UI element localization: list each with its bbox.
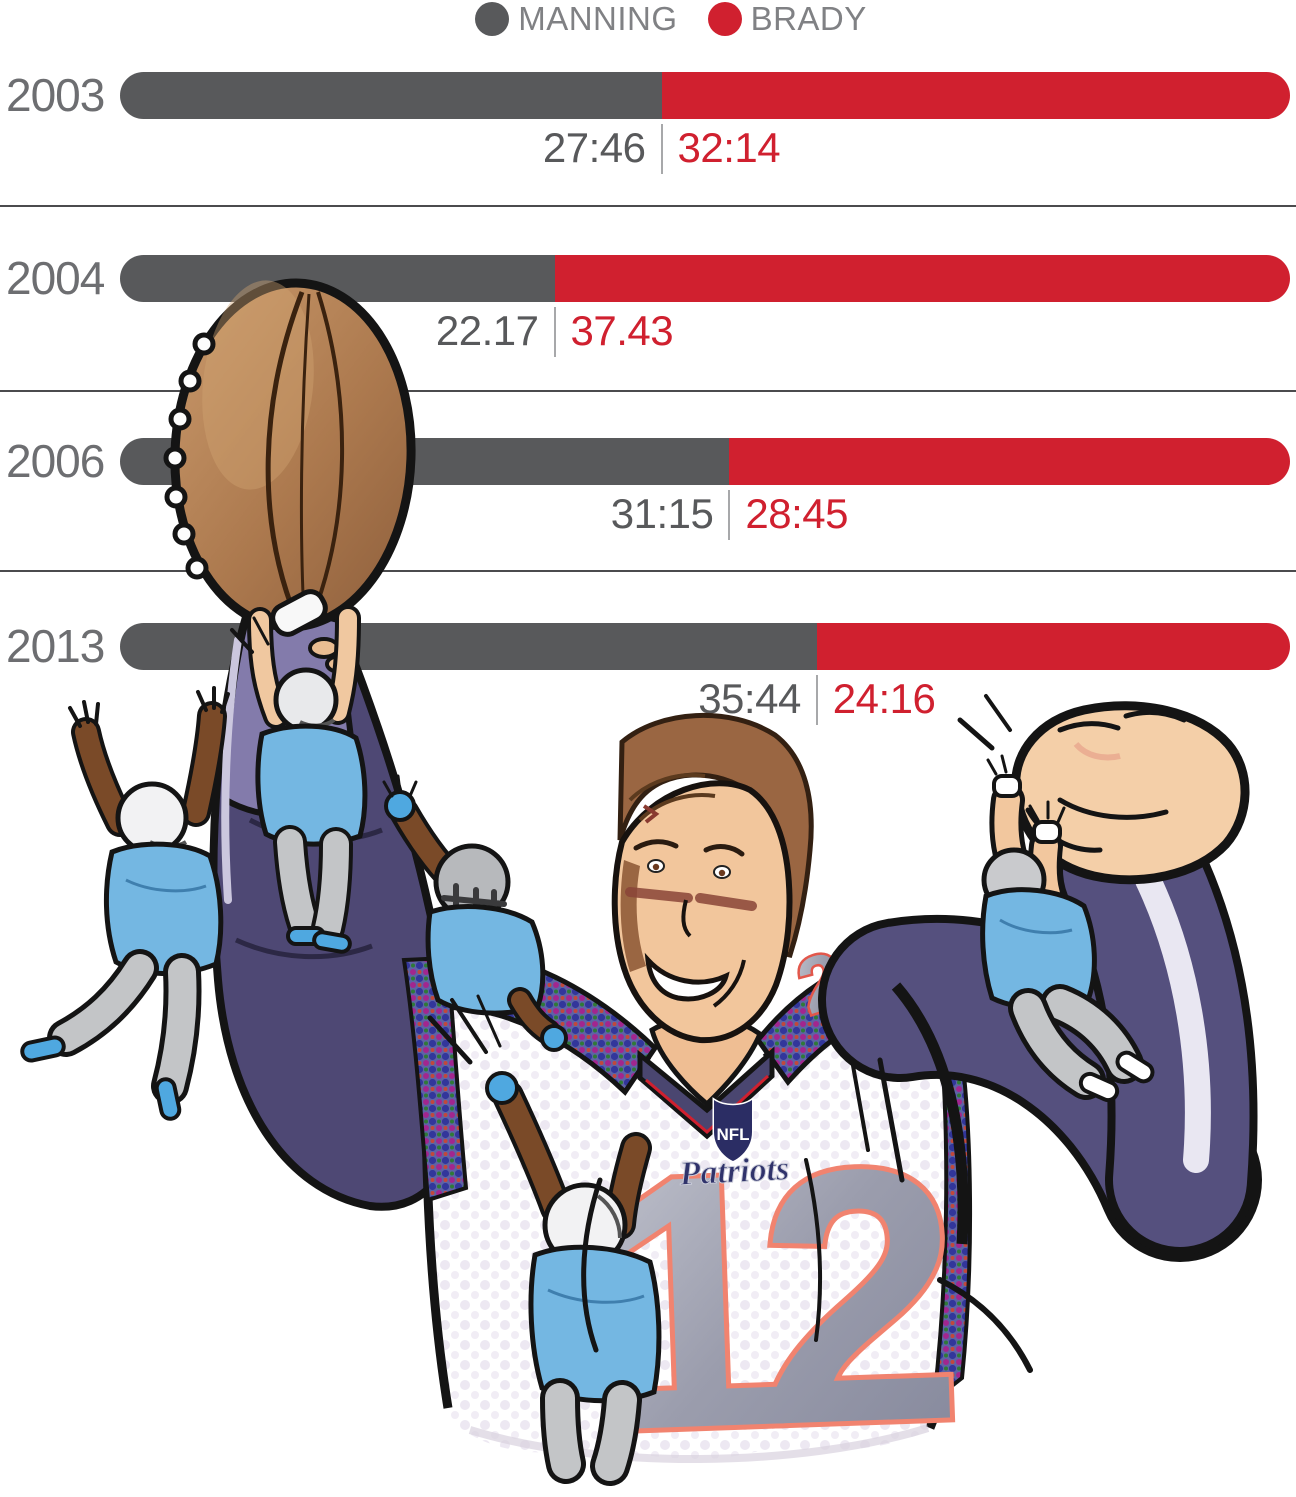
shoulder-number-2: 2	[787, 934, 855, 1031]
manning-bar-segment	[120, 438, 730, 485]
manning-bar-segment	[120, 72, 662, 119]
right-shoulder-yoke	[754, 949, 913, 1086]
jersey-number-12: 12	[583, 1092, 958, 1497]
brady-value: 24:16	[832, 675, 936, 722]
player-leaping-left	[20, 686, 230, 1121]
manning-bar-segment	[120, 623, 817, 670]
motion-lines	[230, 616, 1033, 1373]
value-divider	[553, 307, 556, 357]
manning-bar-segment	[120, 255, 555, 302]
brady-bar-segment	[729, 438, 1290, 485]
player-hugging-chest	[485, 1071, 662, 1486]
bar-track	[120, 255, 1290, 302]
value-labels: 22.17 37.43	[120, 305, 1290, 359]
value-labels: 27:46 32:14	[120, 122, 1290, 176]
row-separator	[0, 205, 1296, 207]
brady-bar-segment	[661, 72, 1290, 119]
brady-bar-segment	[554, 255, 1290, 302]
brady-value: 32:14	[677, 124, 781, 171]
brady-value: 28:45	[745, 490, 848, 537]
legend-label-brady: BRADY	[750, 0, 867, 37]
year-label: 2004	[6, 252, 105, 304]
value-labels: 31:15 28:45	[120, 488, 1290, 542]
legend-item-manning: MANNING	[475, 0, 677, 38]
value-labels: 35:44 24:16	[120, 673, 1290, 727]
brady-right-arm	[818, 701, 1262, 1262]
bar-track	[120, 72, 1290, 119]
brady-value: 37.43	[570, 307, 674, 354]
row-separator	[0, 570, 1296, 572]
year-label: 2013	[6, 620, 105, 672]
collar	[637, 1046, 775, 1140]
legend-item-brady: BRADY	[707, 0, 867, 38]
manning-value: 27:46	[542, 124, 646, 171]
patriots-wordmark: Patriots	[678, 1150, 790, 1193]
year-label: 2006	[6, 435, 105, 487]
value-divider	[660, 124, 663, 174]
brady-dot-icon	[707, 2, 742, 36]
value-divider	[728, 490, 731, 540]
svg-text:NFL: NFL	[716, 1125, 749, 1144]
bar-track	[120, 438, 1290, 485]
value-divider	[815, 675, 818, 725]
legend: MANNING BRADY	[0, 0, 1296, 38]
legend-label-manning: MANNING	[518, 0, 678, 37]
row-separator	[0, 390, 1296, 392]
brady-bar-segment	[816, 623, 1290, 670]
manning-value: 22.17	[435, 307, 539, 354]
left-shoulder-yoke	[427, 947, 659, 1096]
manning-dot-icon	[475, 2, 510, 36]
nfl-shield-logo: NFL	[712, 1097, 754, 1163]
brady-fist	[1011, 701, 1250, 885]
brady-jersey: 12 2 NFL Patriots	[401, 931, 973, 1497]
manning-value: 35:44	[698, 675, 801, 722]
player-dangling-from-fist	[980, 754, 1155, 1103]
player-on-shoulder	[382, 774, 568, 1052]
brady-head	[611, 713, 814, 1044]
manning-value: 31:15	[610, 490, 714, 537]
bar-track	[120, 623, 1290, 670]
year-label: 2003	[6, 69, 105, 121]
